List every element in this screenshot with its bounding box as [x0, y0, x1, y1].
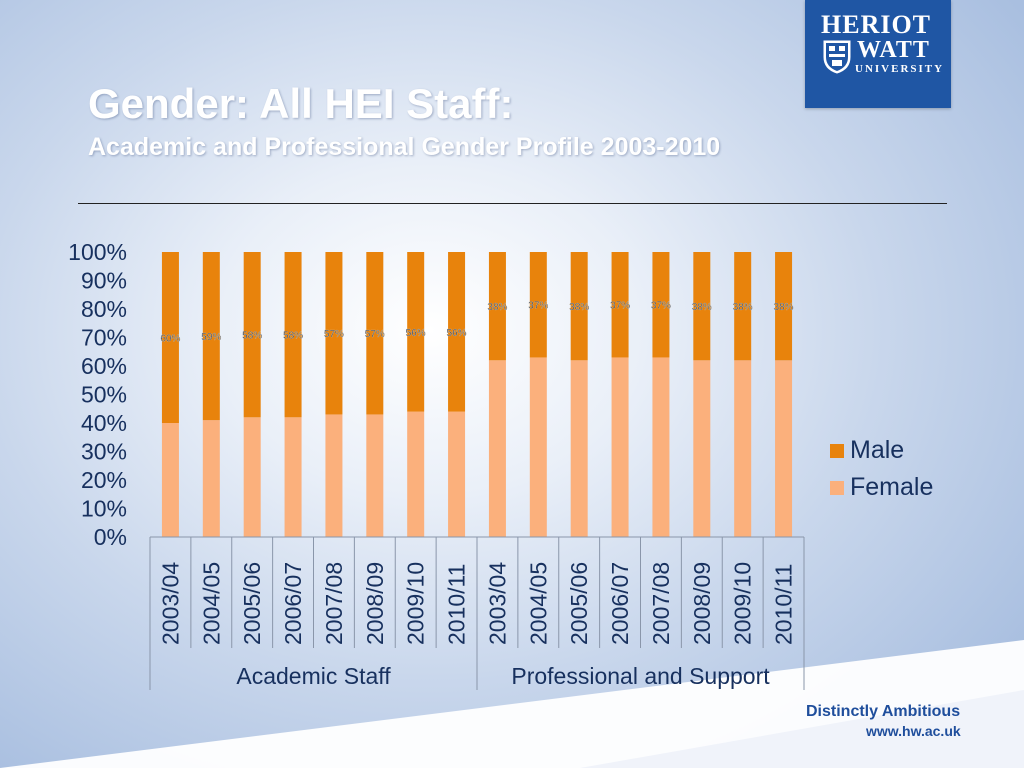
bar-male: [734, 252, 752, 361]
chart-legend: Male Female: [830, 432, 933, 506]
crest-icon: [823, 40, 851, 74]
data-label-male: 38%: [774, 302, 794, 313]
y-tick-label: 80%: [81, 296, 127, 322]
x-tick-label: 2003/04: [484, 562, 510, 645]
x-tick-label: 2007/08: [321, 562, 347, 645]
x-tick-label: 2005/06: [566, 562, 592, 645]
x-group-label: Professional and Support: [511, 663, 770, 689]
bar-male: [325, 252, 343, 415]
data-label-male: 37%: [610, 301, 630, 312]
data-label-male: 38%: [733, 302, 753, 313]
bar-male: [202, 252, 220, 421]
bar-male: [284, 252, 302, 418]
x-tick-label: 2006/07: [607, 562, 633, 645]
data-label-male: 56%: [447, 328, 467, 339]
data-label-male: 57%: [365, 329, 385, 340]
logo-text-heriot: HERIOT: [821, 10, 932, 39]
legend-swatch-female: [830, 480, 844, 495]
x-tick-label: 2008/09: [689, 562, 715, 645]
x-axis: 2003/04 2004/05 2005/06 2006/07 2007/08 2008/…: [149, 536, 805, 690]
bar-female: [652, 357, 670, 537]
bar-male: [366, 252, 384, 415]
bar-male: [693, 252, 711, 361]
bar-female: [611, 357, 629, 537]
y-tick-label: 60%: [81, 353, 127, 379]
x-tick-label: 2010/11: [771, 564, 797, 645]
logo-text-watt: WATT: [857, 37, 930, 63]
legend-label-female: Female: [850, 473, 934, 501]
y-tick-label: 20%: [81, 467, 127, 493]
bar-female: [366, 414, 384, 537]
y-axis: 0%10% 20%30% 40%50% 60%70% 80%90% 100%: [68, 239, 127, 550]
x-tick-label: 2005/06: [239, 562, 265, 645]
bar-male: [611, 252, 629, 358]
heriot-watt-logo: HERIOT WATT UNIVERSITY: [805, 0, 951, 108]
bar-female: [407, 411, 425, 537]
data-label-male: 37%: [528, 301, 548, 312]
x-tick-label: 2009/10: [403, 562, 429, 645]
bar-female: [161, 423, 179, 537]
x-tick-label: 2010/11: [444, 564, 470, 645]
y-tick-label: 40%: [81, 410, 127, 436]
y-tick-label: 10%: [81, 496, 127, 522]
title-divider: [78, 203, 947, 204]
slide-title: Gender: All HEI Staff:: [88, 80, 514, 127]
bar-male: [407, 252, 425, 412]
data-label-male: 57%: [324, 329, 344, 340]
y-tick-label: 70%: [81, 325, 127, 351]
y-tick-label: 30%: [81, 439, 127, 465]
data-label-male: 38%: [569, 302, 589, 313]
legend-item-female: Female: [830, 469, 933, 506]
y-tick-label: 0%: [94, 524, 127, 550]
bar-female: [570, 360, 588, 537]
x-tick-label: 2009/10: [730, 562, 756, 645]
y-tick-label: 100%: [68, 239, 127, 265]
logo-text-university: UNIVERSITY: [855, 63, 945, 75]
data-label-male: 58%: [242, 331, 262, 342]
data-label-male: 38%: [487, 302, 507, 313]
bar-male: [652, 252, 670, 358]
x-tick-label: 2006/07: [280, 562, 306, 645]
x-tick-label: 2004/05: [525, 562, 551, 645]
legend-item-male: Male: [830, 432, 933, 469]
data-label-male: 59%: [201, 332, 221, 343]
bar-female: [693, 360, 711, 537]
data-label-male: 58%: [283, 331, 303, 342]
bar-female: [529, 357, 547, 537]
bar-male: [243, 252, 261, 418]
bar-female: [202, 420, 220, 537]
x-tick-label: 2003/04: [157, 562, 183, 645]
bar-female: [284, 417, 302, 537]
legend-label-male: Male: [850, 436, 905, 464]
legend-swatch-male: [830, 443, 844, 458]
footer-url-link[interactable]: www.hw.ac.uk: [866, 723, 961, 739]
slide-subtitle: Academic and Professional Gender Profile…: [88, 133, 721, 161]
bar-male: [488, 252, 506, 361]
x-tick-label: 2004/05: [198, 562, 224, 645]
bar-female: [448, 411, 466, 537]
bar-male: [570, 252, 588, 361]
bar-male: [529, 252, 547, 358]
y-tick-label: 90%: [81, 268, 127, 294]
x-group-label: Academic Staff: [236, 663, 391, 689]
bar-female: [734, 360, 752, 537]
bar-female: [488, 360, 506, 537]
bar-series: 60% 59% 58% 58% 57% 57% 56% 56% 38% 37% 38% 37% 37% 3…: [160, 252, 794, 537]
x-tick-label: 2007/08: [648, 562, 674, 645]
data-label-male: 37%: [651, 301, 671, 312]
x-tick-label: 2008/09: [362, 562, 388, 645]
data-label-male: 38%: [692, 302, 712, 313]
bar-female: [243, 417, 261, 537]
footer-tagline: Distinctly Ambitious: [806, 703, 961, 720]
bar-male: [775, 252, 793, 361]
bar-male: [448, 252, 466, 412]
y-tick-label: 50%: [81, 382, 127, 408]
bar-female: [775, 360, 793, 537]
data-label-male: 56%: [406, 328, 426, 339]
bar-male: [161, 252, 179, 423]
data-label-male: 60%: [160, 334, 180, 345]
bar-female: [325, 414, 343, 537]
